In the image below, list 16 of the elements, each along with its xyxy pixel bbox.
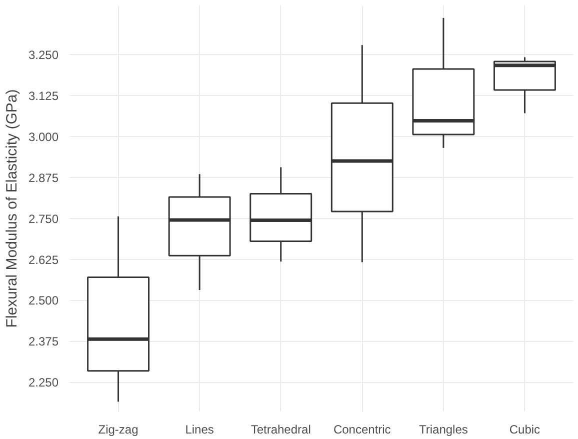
x-tick-label: Concentric — [333, 422, 391, 436]
y-tick-label: 2.625 — [28, 252, 59, 267]
y-tick-label: 2.375 — [28, 334, 59, 349]
y-tick-label: 2.500 — [28, 294, 59, 308]
x-tick-label: Triangles — [418, 422, 468, 436]
y-axis-title: Flexural Modulus of Elasticity (GPa) — [3, 89, 20, 328]
y-tick-label: 3.000 — [28, 130, 59, 144]
y-tick-label: 2.750 — [28, 212, 59, 226]
y-tick-label: 2.875 — [28, 170, 59, 185]
x-tick-label: Zig-zag — [98, 422, 138, 436]
x-tick-label: Tetrahedral — [250, 422, 311, 436]
y-tick-label: 3.125 — [28, 89, 59, 104]
x-tick-label: Cubic — [509, 422, 540, 436]
y-tick-label: 3.250 — [28, 48, 59, 62]
y-tick-label: 2.250 — [28, 376, 59, 390]
x-tick-label: Lines — [185, 422, 214, 436]
